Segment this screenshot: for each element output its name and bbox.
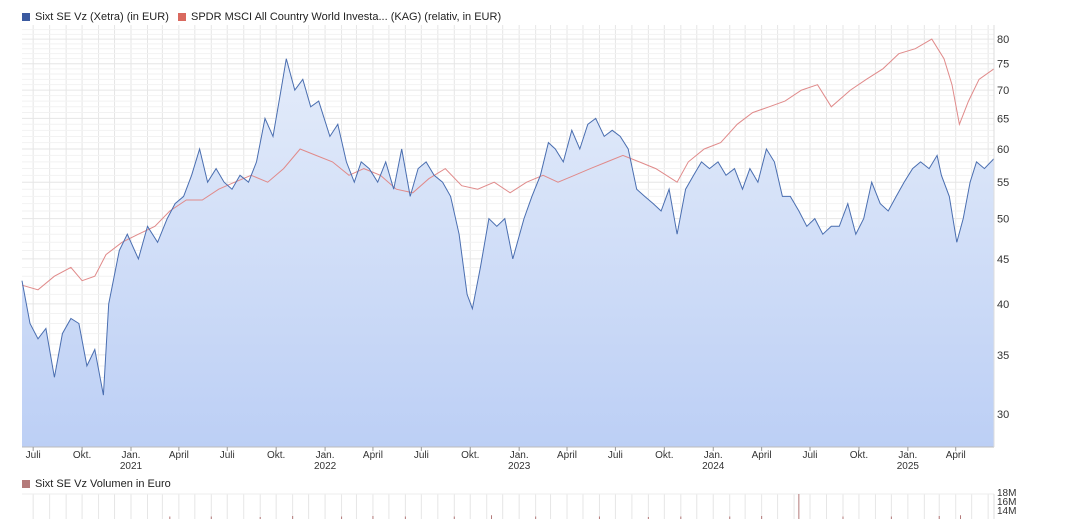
stock-area bbox=[22, 58, 994, 447]
volume-bar bbox=[292, 516, 294, 519]
x-tick-year-label: 2021 bbox=[120, 461, 143, 472]
x-tick-label: Jan. bbox=[898, 450, 917, 461]
volume-bar bbox=[938, 516, 940, 519]
x-tick-year-label: 2025 bbox=[897, 461, 920, 472]
volume-bar bbox=[341, 516, 343, 519]
volume-bar bbox=[598, 516, 600, 519]
volume-y-tick-label: 16M bbox=[997, 497, 1016, 508]
x-tick-label: Juli bbox=[220, 450, 235, 461]
legend-volume-label: Sixt SE Vz Volumen in Euro bbox=[35, 478, 171, 490]
y-tick-label: 45 bbox=[997, 254, 1009, 266]
legend-benchmark-swatch bbox=[178, 13, 186, 21]
volume-bar bbox=[960, 515, 962, 519]
legend-benchmark: SPDR MSCI All Country World Investa... (… bbox=[178, 11, 501, 23]
volume-bar bbox=[647, 517, 649, 519]
x-tick-year-label: 2024 bbox=[702, 461, 725, 472]
x-tick-label: Jan. bbox=[122, 450, 141, 461]
volume-bar bbox=[890, 516, 892, 519]
volume-bar bbox=[372, 516, 374, 519]
x-tick-label: April bbox=[557, 450, 577, 461]
x-tick-label: April bbox=[169, 450, 189, 461]
volume-y-tick-label: 14M bbox=[997, 506, 1016, 517]
y-tick-label: 60 bbox=[997, 144, 1009, 156]
benchmark-line bbox=[21, 38, 995, 291]
x-tick-label: Okt. bbox=[850, 450, 868, 461]
x-tick-year-label: 2022 bbox=[314, 461, 337, 472]
x-tick-label: Jan. bbox=[510, 450, 529, 461]
x-tick-year-label: 2023 bbox=[508, 461, 531, 472]
x-tick-label: Okt. bbox=[461, 450, 479, 461]
legend-benchmark-label: SPDR MSCI All Country World Investa... (… bbox=[191, 11, 502, 23]
y-tick-label: 50 bbox=[997, 214, 1009, 226]
x-tick-label: Juli bbox=[803, 450, 818, 461]
volume-bar bbox=[680, 516, 682, 519]
y-tick-label: 70 bbox=[997, 85, 1009, 97]
y-tick-label: 65 bbox=[997, 113, 1009, 125]
x-tick-label: Juli bbox=[414, 450, 429, 461]
x-tick-label: Juli bbox=[608, 450, 623, 461]
y-tick-label: 30 bbox=[997, 409, 1009, 421]
legend-stock-label: Sixt SE Vz (Xetra) (in EUR) bbox=[35, 11, 169, 23]
volume-bar bbox=[453, 516, 455, 519]
x-tick-label: Jan. bbox=[704, 450, 723, 461]
x-tick-label: Jan. bbox=[316, 450, 335, 461]
volume-bar bbox=[842, 516, 844, 519]
y-tick-label: 80 bbox=[997, 34, 1009, 46]
legend-stock-swatch bbox=[22, 13, 30, 21]
x-tick-label: April bbox=[946, 450, 966, 461]
y-tick-label: 75 bbox=[997, 59, 1009, 71]
x-tick-label: Okt. bbox=[267, 450, 285, 461]
volume-bar bbox=[729, 516, 731, 519]
stock-line bbox=[21, 58, 995, 396]
x-tick-label: Okt. bbox=[73, 450, 91, 461]
legend-volume: Sixt SE Vz Volumen in Euro bbox=[22, 478, 171, 490]
x-tick-label: April bbox=[752, 450, 772, 461]
volume-bar bbox=[404, 516, 406, 519]
volume-y-tick-label: 18M bbox=[997, 488, 1016, 499]
volume-bar bbox=[535, 516, 537, 519]
volume-bar bbox=[210, 516, 212, 519]
volume-bar bbox=[491, 515, 493, 519]
y-tick-label: 55 bbox=[997, 177, 1009, 189]
volume-bar bbox=[259, 517, 261, 519]
volume-bar bbox=[169, 516, 171, 519]
x-tick-label: Juli bbox=[26, 450, 41, 461]
volume-bar bbox=[761, 516, 763, 519]
x-tick-label: April bbox=[363, 450, 383, 461]
x-tick-label: Okt. bbox=[655, 450, 673, 461]
y-tick-label: 40 bbox=[997, 299, 1009, 311]
y-tick-label: 35 bbox=[997, 350, 1009, 362]
legend-volume-swatch bbox=[22, 480, 30, 488]
legend-stock: Sixt SE Vz (Xetra) (in EUR) bbox=[22, 11, 169, 23]
volume-bar bbox=[798, 494, 800, 519]
